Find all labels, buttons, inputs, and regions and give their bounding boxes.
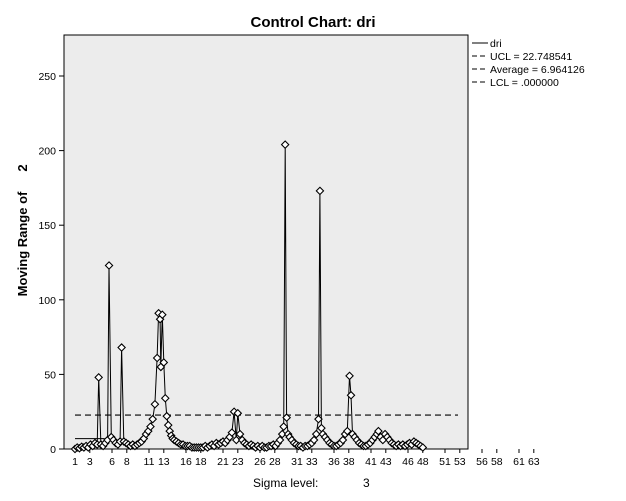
x-tick-label: 16 bbox=[180, 456, 192, 468]
data-point bbox=[117, 343, 126, 352]
plot-area bbox=[63, 34, 469, 450]
data-point bbox=[345, 371, 354, 381]
x-tick-label: 58 bbox=[491, 456, 503, 468]
x-tick-label: 46 bbox=[402, 456, 414, 468]
data-point bbox=[94, 373, 104, 382]
data-point bbox=[235, 429, 245, 439]
data-point bbox=[314, 414, 323, 424]
x-tick-label: 53 bbox=[454, 456, 466, 468]
chart-title: Control Chart: dri bbox=[251, 14, 376, 31]
data-point bbox=[150, 399, 160, 409]
x-tick-label: 11 bbox=[144, 456, 155, 468]
data-point bbox=[315, 186, 325, 196]
x-tick-label: 36 bbox=[328, 456, 340, 468]
x-tick-label: 51 bbox=[439, 456, 451, 468]
data-point bbox=[152, 353, 162, 363]
y-axis: 0 50 100 150 200 250 bbox=[38, 71, 64, 456]
sigma-level-label: Sigma level: bbox=[253, 476, 318, 490]
x-tick-label: 48 bbox=[417, 456, 429, 468]
x-tick-label: 63 bbox=[528, 456, 540, 468]
x-tick-label: 43 bbox=[380, 456, 392, 468]
x-axis: 1 3 6 8 11 13 16 18 21 23 26 28 31 33 36 38 41 43 46 48 51 53… bbox=[72, 449, 540, 468]
data-point bbox=[418, 443, 428, 452]
x-tick-label: 38 bbox=[343, 456, 355, 468]
data-point bbox=[104, 261, 114, 270]
data-point bbox=[282, 413, 292, 423]
legend-label: UCL = 22.748541 bbox=[490, 51, 572, 63]
data-point bbox=[148, 414, 158, 424]
data-point bbox=[160, 393, 170, 403]
x-tick-label: 1 bbox=[72, 456, 78, 468]
legend-label: LCL = .000000 bbox=[490, 77, 559, 89]
data-point bbox=[233, 408, 243, 418]
x-tick-label: 21 bbox=[217, 456, 229, 468]
legend-label: dri bbox=[490, 38, 502, 50]
data-point bbox=[159, 358, 169, 367]
legend-label: Average = 6.964126 bbox=[490, 64, 585, 76]
x-tick-label: 41 bbox=[365, 456, 377, 468]
y-tick-label: 100 bbox=[38, 295, 56, 307]
x-tick-label: 23 bbox=[232, 456, 244, 468]
data-point bbox=[162, 411, 172, 421]
data-point bbox=[280, 140, 290, 150]
data-point bbox=[231, 435, 241, 445]
x-tick-label: 3 bbox=[87, 456, 93, 468]
y-tick-label: 0 bbox=[50, 444, 56, 456]
data-point bbox=[309, 435, 319, 445]
data-point bbox=[338, 435, 348, 445]
data-point bbox=[146, 422, 155, 431]
data-point bbox=[275, 435, 285, 445]
data-point bbox=[277, 429, 287, 439]
data-point bbox=[374, 426, 383, 436]
y-tick-label: 50 bbox=[44, 369, 56, 381]
data-point bbox=[342, 426, 352, 436]
x-tick-label: 6 bbox=[109, 456, 115, 468]
y-axis-label-suffix: 2 bbox=[15, 164, 30, 171]
x-tick-label: 13 bbox=[158, 456, 170, 468]
data-point bbox=[346, 390, 356, 400]
data-point bbox=[227, 428, 237, 437]
x-tick-label: 56 bbox=[476, 456, 488, 468]
data-point bbox=[311, 429, 321, 439]
x-tick-label: 31 bbox=[291, 456, 303, 468]
series-dri bbox=[70, 140, 428, 454]
y-tick-label: 250 bbox=[38, 71, 56, 83]
y-tick-label: 200 bbox=[38, 146, 56, 158]
y-axis-label: Moving Range of bbox=[15, 191, 30, 296]
x-tick-label: 8 bbox=[124, 456, 130, 468]
x-tick-label: 26 bbox=[254, 456, 266, 468]
sigma-level-value: 3 bbox=[363, 476, 370, 490]
data-point bbox=[279, 422, 289, 431]
y-tick-label: 150 bbox=[38, 220, 56, 232]
x-tick-label: 28 bbox=[269, 456, 281, 468]
x-tick-label: 33 bbox=[306, 456, 318, 468]
x-tick-label: 61 bbox=[513, 456, 525, 468]
x-tick-label: 18 bbox=[195, 456, 207, 468]
data-point bbox=[157, 310, 167, 320]
